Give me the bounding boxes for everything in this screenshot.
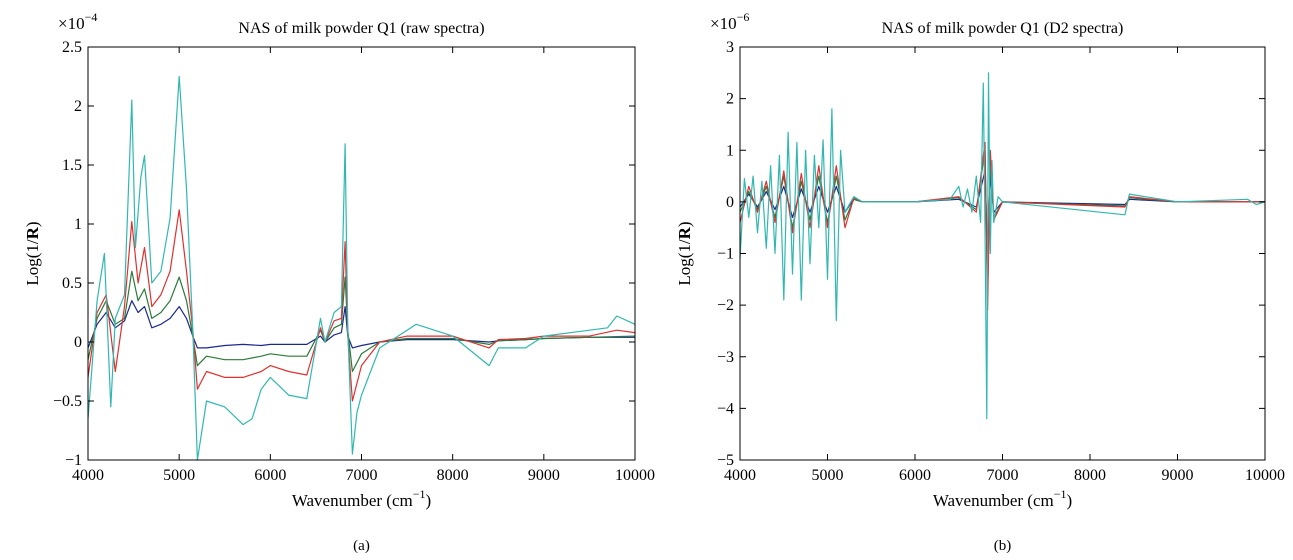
y-label-pre: Log(1/: [23, 239, 42, 286]
y-label-post: ): [675, 221, 694, 227]
series-line-3: [88, 75, 635, 460]
series-group: [740, 72, 1265, 420]
plot-frame: [739, 46, 1266, 461]
x-tick-label: 10000: [615, 467, 655, 484]
y-tick-label: −1: [717, 246, 734, 263]
y-axis-label: Log(1/R): [675, 221, 694, 285]
y-tick-label: 2.5: [62, 39, 82, 56]
y-tick-label: 2: [74, 98, 82, 115]
series-line-0: [740, 170, 1265, 255]
y-multiplier: ×10−4: [58, 10, 97, 33]
y-label-pre: Log(1/: [675, 239, 694, 286]
series-line-0: [88, 300, 635, 349]
panel-label: (b): [994, 538, 1012, 554]
chart-title: NAS of milk powder Q1 (raw spectra): [238, 20, 484, 37]
multiplier-base: ×10: [58, 14, 85, 33]
plot-frame: [87, 46, 636, 461]
y-tick-label: 0: [74, 334, 82, 351]
series-line-2: [88, 209, 635, 402]
y-tick-label: 3: [726, 39, 734, 56]
y-tick-label: 0.5: [62, 275, 82, 292]
y-tick-label: 1.5: [62, 157, 82, 174]
y-tick-label: −0.5: [53, 393, 82, 410]
x-label-text: Wavenumber (cm: [292, 491, 413, 510]
x-label-sup: −1: [1054, 487, 1067, 501]
series-group: [88, 75, 635, 460]
x-tick-label: 7000: [346, 467, 378, 484]
y-axis-label: Log(1/R): [23, 221, 42, 285]
multiplier-exponent: −4: [85, 10, 98, 24]
x-axis-label: Wavenumber (cm−1): [292, 487, 431, 510]
y-tick-label: −3: [717, 349, 734, 366]
y-label-post: ): [23, 221, 42, 227]
y-tick-label: 1: [726, 142, 734, 159]
x-label-text: Wavenumber (cm: [933, 491, 1054, 510]
series-line-1: [88, 270, 635, 373]
y-tick-label: −5: [717, 452, 734, 469]
x-tick-label: 10000: [1245, 467, 1285, 484]
chart-panel-1: 4000 5000 6000 7000 8000 9000 10000 −5 −4 −3 −2 −1 0…: [675, 10, 1285, 554]
chart-title: NAS of milk powder Q1 (D2 spectra): [882, 20, 1124, 37]
chart-panel-0: 4000 5000 6000 7000 8000 9000 10000 −1 −0.5 0 0.5 1…: [23, 10, 655, 554]
x-tick-label: 5000: [163, 467, 195, 484]
multiplier-base: ×10: [710, 14, 737, 33]
x-tick-label: 7000: [987, 467, 1019, 484]
x-label-end: ): [426, 491, 432, 510]
x-tick-label: 8000: [437, 467, 469, 484]
y-label-bold: R: [23, 226, 42, 239]
x-tick-label: 5000: [812, 467, 844, 484]
x-axis-label: Wavenumber (cm−1): [933, 487, 1072, 510]
y-multiplier: ×10−6: [710, 10, 749, 33]
multiplier-exponent: −6: [737, 10, 750, 24]
x-label-sup: −1: [413, 487, 426, 501]
y-tick-label: 2: [726, 91, 734, 108]
x-tick-label: 9000: [1162, 467, 1194, 484]
x-label-end: ): [1067, 491, 1073, 510]
series-line-3: [740, 72, 1265, 420]
y-tick-label: 0: [726, 194, 734, 211]
y-tick-label: −4: [717, 400, 734, 417]
x-tick-label: 8000: [1074, 467, 1106, 484]
x-tick-label: 4000: [724, 467, 756, 484]
x-tick-label: 6000: [254, 467, 286, 484]
y-tick-label: −1: [65, 452, 82, 469]
x-tick-label: 6000: [899, 467, 931, 484]
y-tick-label: −2: [717, 297, 734, 314]
y-label-bold: R: [675, 226, 694, 239]
y-tick-label: 1: [74, 216, 82, 233]
panel-label: (a): [353, 538, 370, 554]
x-tick-label: 9000: [528, 467, 560, 484]
x-tick-label: 4000: [72, 467, 104, 484]
